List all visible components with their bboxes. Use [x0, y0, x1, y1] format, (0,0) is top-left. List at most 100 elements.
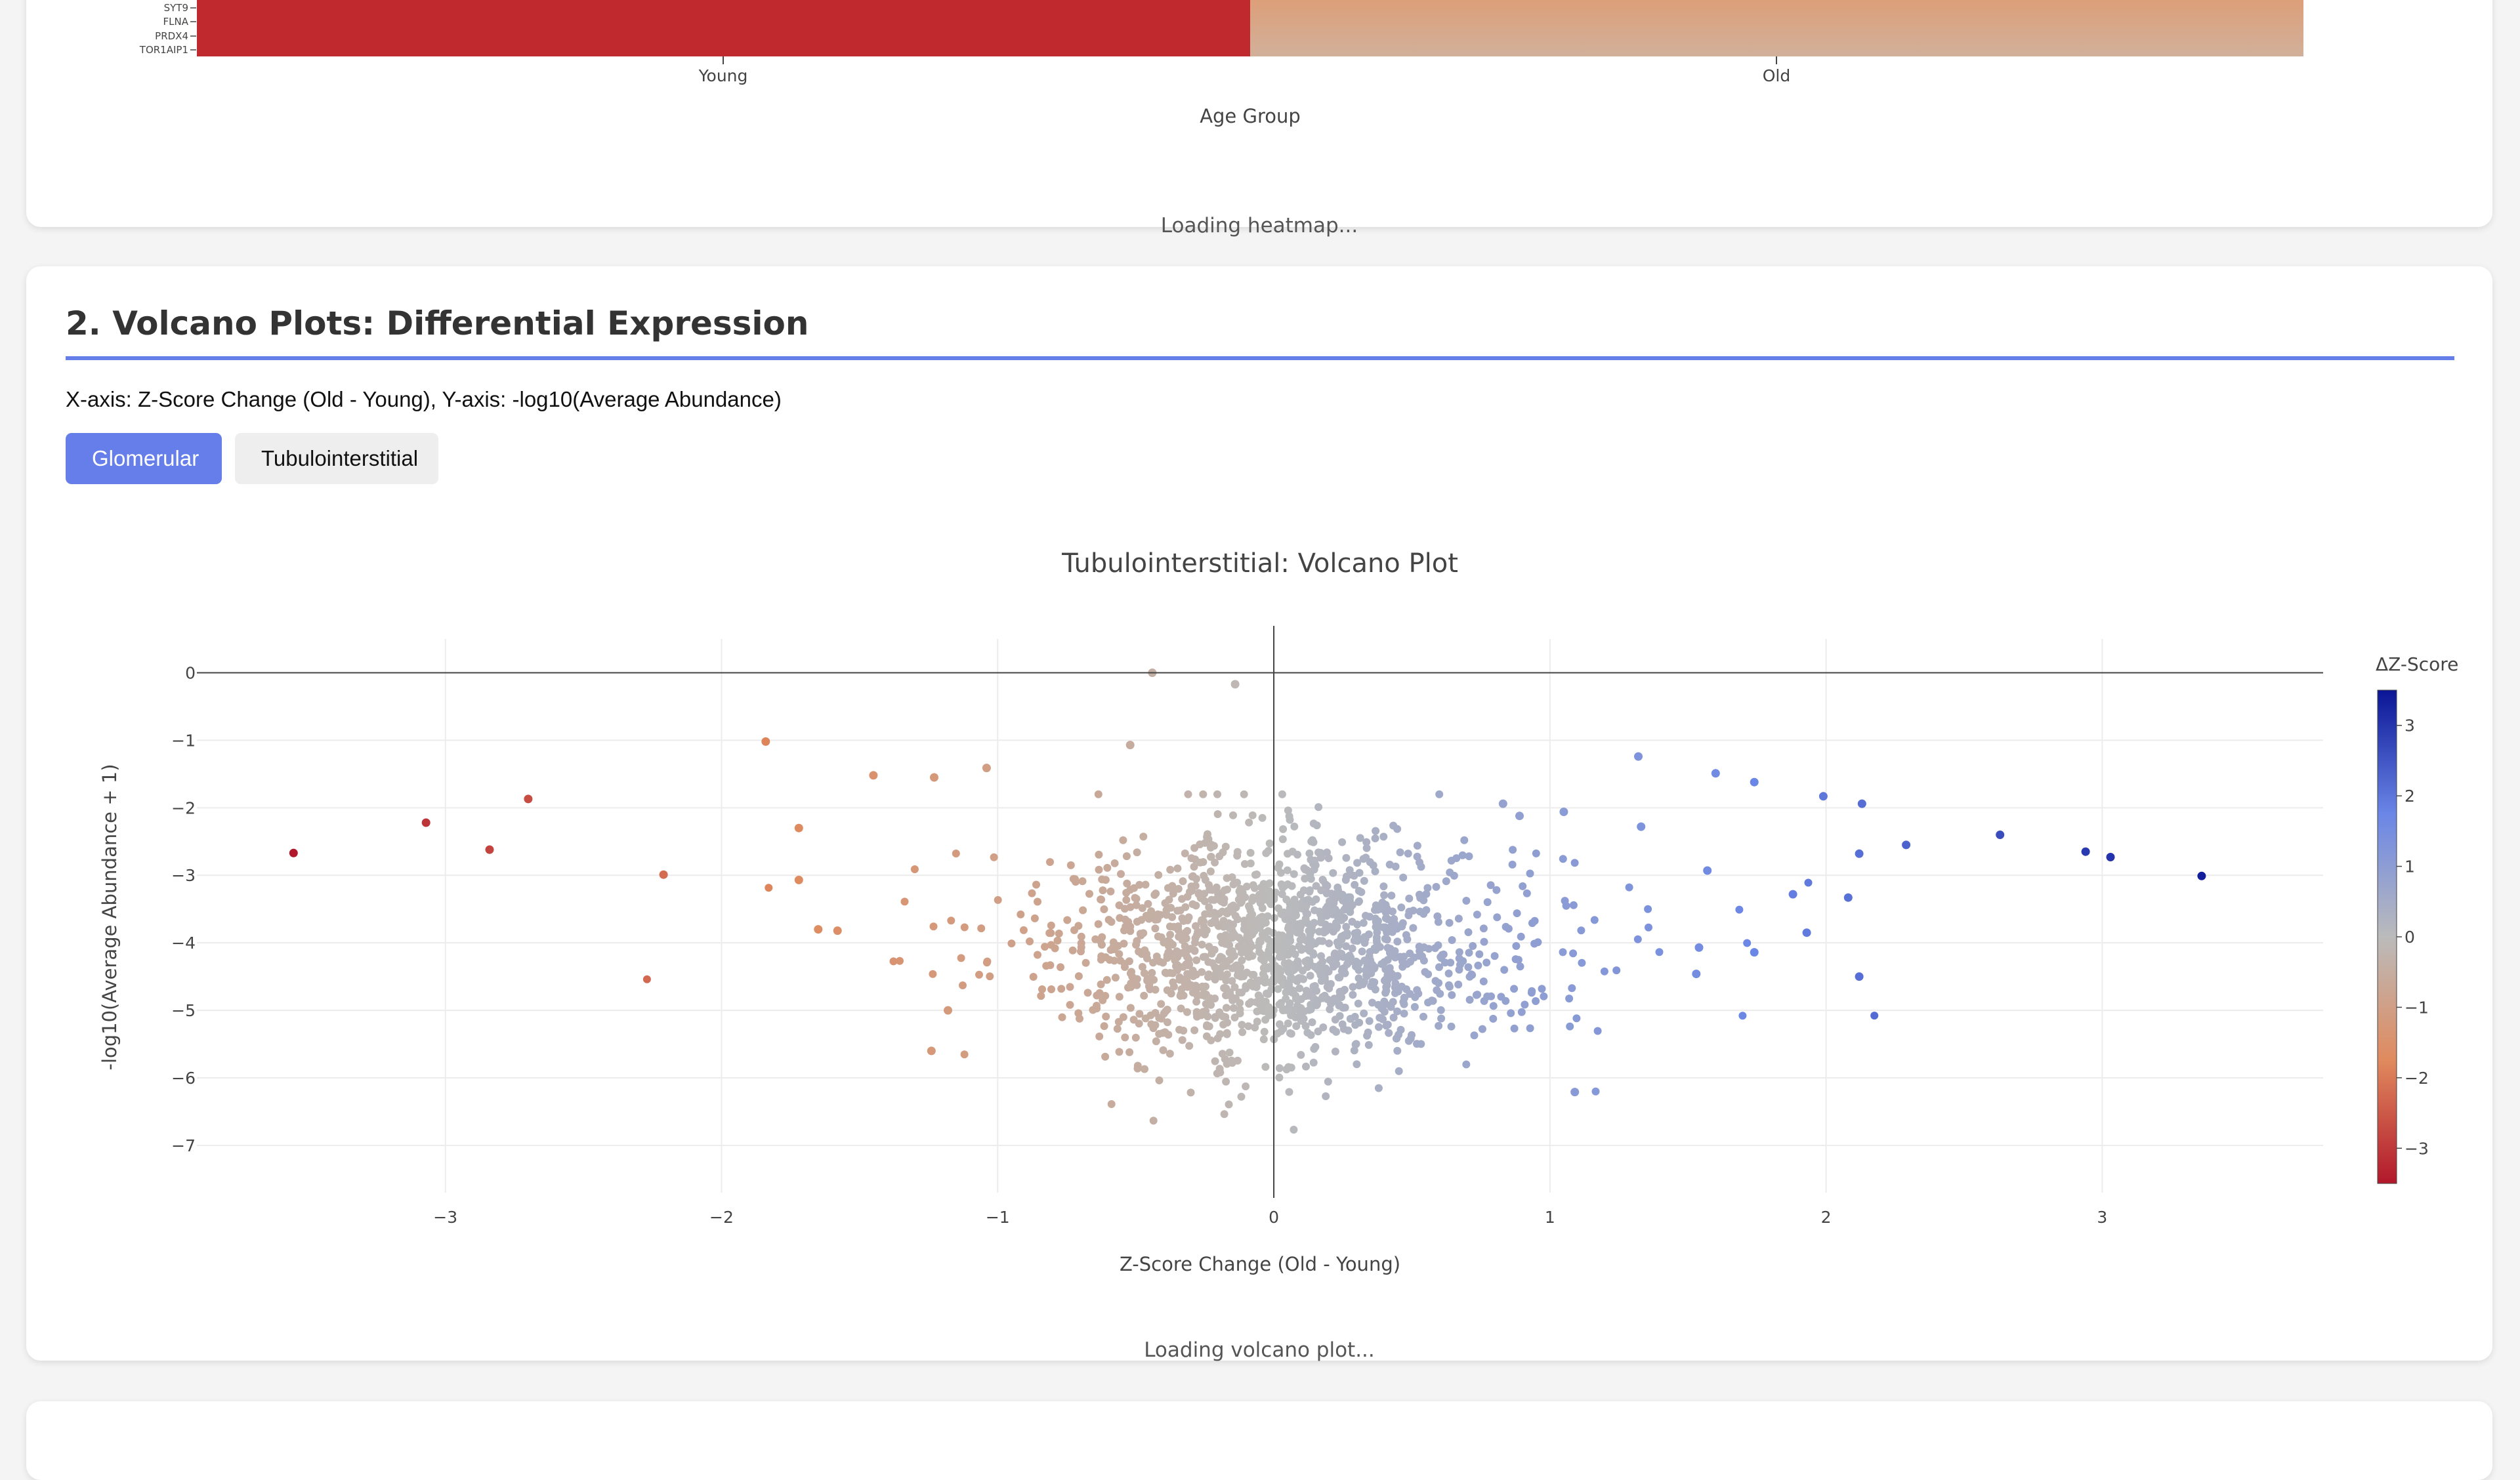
volcano-point	[1205, 881, 1213, 889]
volcano-point	[1342, 942, 1351, 951]
volcano-point	[1133, 937, 1141, 945]
volcano-point	[1176, 992, 1185, 1000]
volcano-point	[1358, 947, 1366, 956]
volcano-point	[1403, 960, 1411, 968]
volcano-point	[1278, 890, 1286, 898]
volcano-point	[1222, 1077, 1230, 1086]
volcano-point	[1038, 985, 1046, 993]
colorbar-tick-label: −3	[2404, 1139, 2429, 1158]
volcano-point	[1526, 869, 1534, 878]
volcano-point	[1103, 863, 1112, 872]
volcano-point	[659, 870, 668, 879]
volcano-point	[1473, 911, 1481, 919]
volcano-point	[1323, 888, 1332, 897]
volcano-point	[986, 972, 994, 981]
volcano-point	[1139, 832, 1148, 841]
volcano-point	[1170, 982, 1178, 991]
volcano-point	[1408, 1031, 1416, 1039]
volcano-point	[960, 1050, 969, 1059]
volcano-point	[1270, 973, 1279, 981]
volcano-point	[1140, 969, 1148, 977]
volcano-point	[1200, 872, 1208, 880]
volcano-point	[1354, 897, 1363, 906]
volcano-point	[994, 895, 1002, 904]
volcano-point	[1510, 1024, 1519, 1033]
volcano-point	[1376, 1014, 1384, 1022]
volcano-point	[1644, 905, 1652, 913]
volcano-point	[1253, 1018, 1261, 1026]
volcano-point	[1066, 983, 1074, 991]
volcano-point	[1393, 1046, 1402, 1055]
volcano-point	[1274, 985, 1282, 993]
glomerular-button[interactable]: Glomerular	[66, 433, 222, 484]
volcano-point	[1410, 1002, 1419, 1011]
volcano-point	[1191, 882, 1200, 890]
volcano-point	[1284, 960, 1292, 969]
volcano-point	[1444, 981, 1453, 989]
volcano-point	[1522, 889, 1531, 897]
x-axis-title: Age Group	[1200, 105, 1301, 127]
tubulointerstitial-button[interactable]: Tubulointerstitial	[235, 433, 438, 484]
volcano-point	[1288, 916, 1297, 924]
volcano-point	[1017, 910, 1025, 918]
volcano-point	[1284, 924, 1292, 933]
volcano-point	[1261, 1063, 1270, 1071]
volcano-point	[1162, 911, 1171, 919]
volcano-point	[1569, 949, 1578, 958]
volcano-point	[1244, 1022, 1253, 1031]
volcano-point	[1266, 941, 1274, 949]
volcano-point	[1229, 880, 1238, 889]
x-tick-label: 3	[2097, 1208, 2107, 1227]
volcano-point	[889, 957, 898, 966]
volcano-point	[1314, 997, 1322, 1005]
volcano-point	[1097, 895, 1105, 904]
volcano-point	[1334, 974, 1343, 981]
volcano-point	[1295, 984, 1304, 993]
volcano-point	[1099, 886, 1107, 895]
volcano-point	[1437, 1014, 1446, 1023]
volcano-point	[1323, 983, 1332, 991]
volcano-point	[1177, 931, 1186, 939]
volcano-point	[1302, 987, 1311, 995]
volcano-point	[1372, 901, 1380, 909]
volcano-point	[1335, 909, 1344, 917]
volcano-point	[1559, 948, 1567, 956]
volcano-point	[1072, 878, 1080, 886]
volcano-point	[1343, 873, 1351, 880]
volcano-point	[1284, 951, 1292, 959]
volcano-point	[1342, 922, 1351, 931]
volcano-point	[1422, 890, 1431, 898]
volcano-point	[1199, 858, 1208, 866]
volcano-point	[1332, 918, 1340, 927]
volcano-point	[1275, 1064, 1284, 1073]
volcano-point	[1381, 1000, 1390, 1008]
volcano-point	[1236, 1005, 1244, 1014]
volcano-point	[1083, 989, 1092, 997]
volcano-point	[1855, 849, 1864, 858]
volcano-point	[1183, 953, 1191, 961]
volcano-point	[900, 897, 909, 906]
volcano-point	[1125, 1048, 1134, 1056]
volcano-point	[1094, 790, 1102, 798]
volcano-point	[1447, 1022, 1456, 1031]
volcano-point	[1245, 818, 1253, 827]
volcano-point	[814, 925, 823, 934]
volcano-point	[1331, 1047, 1339, 1056]
volcano-point	[1357, 888, 1366, 896]
volcano-point	[1284, 806, 1292, 815]
volcano-point	[1130, 884, 1138, 892]
volcano-point	[1290, 822, 1299, 831]
volcano-point	[1517, 932, 1525, 941]
volcano-point	[1389, 1014, 1398, 1022]
volcano-point	[1179, 877, 1187, 886]
volcano-point	[1392, 1035, 1400, 1043]
volcano-point	[1363, 1031, 1372, 1040]
volcano-point	[1351, 1040, 1360, 1049]
volcano-point	[1350, 936, 1358, 945]
volcano-point	[1175, 976, 1184, 984]
volcano-point	[1133, 981, 1141, 989]
volcano-point	[1221, 1055, 1229, 1063]
volcano-point	[1198, 991, 1206, 999]
volcano-point	[1115, 1048, 1124, 1056]
volcano-point	[1509, 846, 1517, 854]
